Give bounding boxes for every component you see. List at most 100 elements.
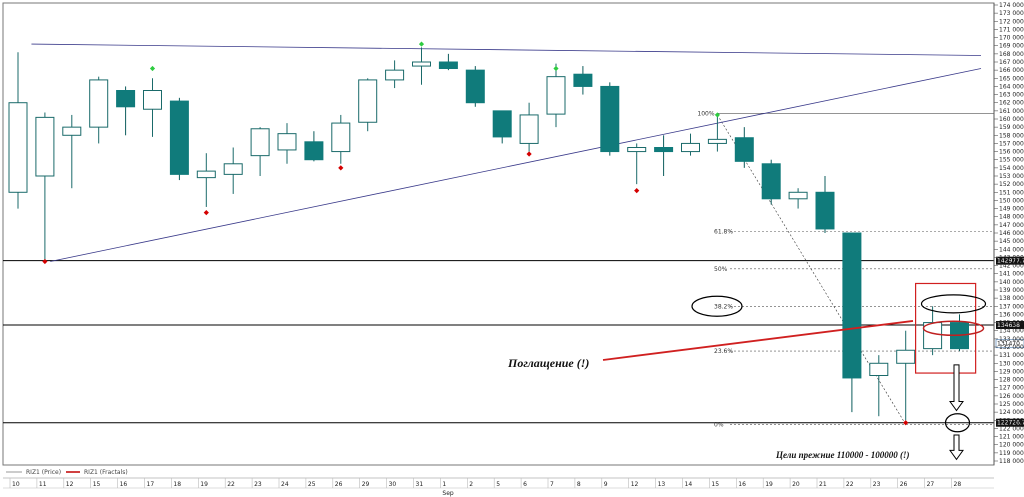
fractal-down-marker	[634, 188, 640, 194]
candle-bullish	[223, 163, 243, 175]
fractal-down-marker	[338, 165, 344, 171]
y-tick-label: 169 000	[999, 43, 1024, 50]
candle-bullish	[519, 114, 539, 144]
fractal-up-marker	[714, 112, 720, 118]
candle-bullish	[196, 170, 216, 179]
price-tag-label: 122726.7	[997, 420, 1024, 427]
y-tick-label: 132 000	[999, 344, 1024, 351]
y-tick-label: 155 000	[999, 157, 1024, 164]
y-tick-label: 174 000	[999, 2, 1024, 9]
y-tick-label: 165 000	[999, 75, 1024, 82]
y-tick-label: 143 000	[999, 254, 1024, 261]
x-month-label: Sep	[442, 490, 454, 497]
y-tick-label: 170 000	[999, 35, 1024, 42]
price-tag-box	[996, 256, 1024, 265]
fractal-down-marker	[903, 420, 909, 426]
y-tick-label: 144 000	[999, 246, 1024, 253]
chart-border	[2, 2, 995, 466]
y-tick-label: 172 000	[999, 18, 1024, 25]
x-tick-label: 26	[900, 481, 908, 488]
price-tag-box	[996, 418, 1024, 427]
y-tick-label: 129 000	[999, 368, 1024, 375]
x-tick-label: 8	[577, 481, 581, 488]
y-tick-label: 122 000	[999, 425, 1024, 432]
y-tick-label: 121 000	[999, 434, 1024, 441]
y-tick-label: 154 000	[999, 165, 1024, 172]
y-tick-label: 140 000	[999, 279, 1024, 286]
y-tick-label: 130 000	[999, 360, 1024, 367]
candle-bearish	[169, 100, 189, 175]
y-tick-label: 158 000	[999, 132, 1024, 139]
y-tick-label: 142 000	[999, 263, 1024, 270]
y-tick-label: 166 000	[999, 67, 1024, 74]
y-tick-label: 156 000	[999, 149, 1024, 156]
x-tick-label: 22	[846, 481, 854, 488]
y-tick-label: 138 000	[999, 295, 1024, 302]
fractal-up-marker	[149, 65, 156, 72]
candle-bullish	[358, 79, 378, 123]
down-arrow-icon	[949, 364, 964, 412]
y-tick-label: 146 000	[999, 230, 1024, 237]
y-tick-label: 145 000	[999, 238, 1024, 245]
down-arrow-icon	[949, 434, 964, 461]
x-tick-label: 6	[523, 481, 527, 488]
x-tick-label: 23	[873, 481, 881, 488]
candle-bullish	[250, 128, 270, 157]
top-circle	[920, 294, 987, 314]
y-tick-label: 162 000	[999, 100, 1024, 107]
x-tick-label: 7	[550, 481, 554, 488]
y-tick-label: 131 000	[999, 352, 1024, 359]
candle-bullish	[788, 191, 808, 200]
y-tick-label: 141 000	[999, 271, 1024, 278]
y-tick-label: 161 000	[999, 108, 1024, 115]
y-tick-label: 167 000	[999, 59, 1024, 66]
y-tick-label: 160 000	[999, 116, 1024, 123]
engulfing-arrow-line	[602, 320, 914, 361]
x-tick-label: 30	[389, 481, 397, 488]
candle-bullish	[143, 90, 162, 110]
legend-price-label: RIZ1 (Price)	[26, 469, 61, 476]
legend: RIZ1 (Price) RIZ1 (Fractals)	[6, 469, 128, 476]
candle-bearish	[116, 90, 136, 108]
x-tick-label: 28	[954, 481, 962, 488]
trendline	[31, 43, 982, 56]
price-tag-small-box	[995, 339, 1024, 349]
fractal-down-marker	[203, 210, 209, 216]
y-tick-label: 133 000	[999, 336, 1024, 343]
x-tick-label: 29	[362, 481, 370, 488]
y-tick-label: 153 000	[999, 173, 1024, 180]
candle-bullish	[896, 349, 916, 364]
x-tick-label: 9	[604, 481, 608, 488]
candle-bullish	[331, 122, 351, 153]
x-tick-label: 16	[738, 481, 746, 488]
y-tick-label: 136 000	[999, 311, 1024, 318]
fib-level-label: 23.6%	[714, 348, 733, 355]
candle-bullish	[681, 142, 700, 153]
x-tick-label: 15	[93, 481, 101, 488]
x-tick-label: 16	[120, 481, 128, 488]
y-tick-label: 123 000	[999, 417, 1024, 424]
y-tick-label: 157 000	[999, 140, 1024, 147]
bottom-circle	[944, 413, 971, 433]
x-tick-label: 5	[496, 481, 500, 488]
y-tick-label: 126 000	[999, 393, 1024, 400]
y-tick-label: 124 000	[999, 409, 1024, 416]
x-tick-label: 27	[927, 481, 935, 488]
y-tick-label: 150 000	[999, 197, 1024, 204]
candle-bearish	[654, 147, 674, 153]
y-tick-label: 118 000	[999, 458, 1024, 465]
price-tag-small-label: 131470	[997, 341, 1020, 348]
y-tick-label: 128 000	[999, 377, 1024, 384]
candle-bullish	[277, 133, 297, 151]
x-tick-label: 21	[819, 481, 827, 488]
y-tick-label: 159 000	[999, 124, 1024, 131]
candle-bearish	[734, 137, 754, 162]
candle-bullish	[869, 362, 889, 376]
x-tick-label: 12	[66, 481, 74, 488]
y-tick-label: 164 000	[999, 83, 1024, 90]
x-tick-label: 22	[227, 481, 235, 488]
price-tag-box	[996, 321, 1024, 330]
candle-bullish	[385, 69, 405, 81]
y-tick-label: 119 000	[999, 450, 1024, 457]
x-tick-label: 18	[173, 481, 181, 488]
